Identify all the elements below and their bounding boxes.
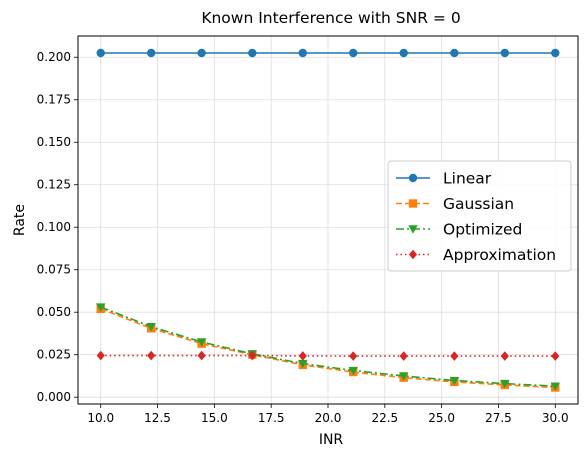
x-tick-label: 15.0 — [201, 411, 228, 425]
data-point-approximation — [96, 350, 105, 361]
data-point-optimized — [398, 372, 409, 381]
legend-label: Gaussian — [443, 195, 514, 213]
legend: Linear Gaussian Optimized Approximation — [387, 160, 572, 272]
data-point-linear — [551, 48, 560, 58]
x-tick-label: 12.5 — [144, 411, 171, 425]
legend-box — [387, 160, 572, 272]
y-tick-label: 0.175 — [37, 93, 71, 107]
data-point-approximation — [248, 350, 257, 361]
legend-item-approximation: Approximation — [396, 246, 556, 264]
data-point-approximation — [399, 351, 408, 361]
x-tick-label: 20.0 — [315, 411, 342, 425]
data-point-linear — [399, 48, 408, 58]
data-point-approximation — [551, 351, 560, 361]
x-tick-label: 17.5 — [258, 411, 285, 425]
data-point-linear — [298, 48, 307, 58]
legend-marker — [408, 199, 418, 208]
data-point-approximation — [298, 351, 307, 361]
legend-label: Linear — [443, 170, 492, 188]
legend-marker — [408, 173, 418, 183]
x-axis: 10.0 12.5 15.0 17.5 20.0 22.5 25.0 27.5 30.0 — [87, 404, 569, 425]
data-point-linear — [146, 48, 156, 58]
data-point-linear — [96, 48, 105, 58]
x-tick-label: 30.0 — [542, 411, 569, 425]
legend-marker — [408, 225, 418, 234]
y-tick-label: 0.125 — [37, 178, 71, 192]
data-point-optimized — [298, 359, 308, 369]
y-tick-label: 0.200 — [37, 50, 71, 64]
y-axis: 0.000 0.025 0.050 0.075 0.100 0.125 0.150 0.175… — [37, 50, 78, 404]
y-tick-label: 0.100 — [37, 220, 71, 234]
data-point-linear — [197, 48, 206, 58]
legend-item-gaussian: Gaussian — [396, 195, 514, 213]
data-point-linear — [450, 48, 459, 58]
data-point-optimized — [96, 303, 106, 312]
data-point-linear — [349, 48, 358, 58]
data-point-optimized — [196, 338, 207, 347]
series-line-optimized — [100, 306, 556, 387]
series-layer — [96, 48, 560, 392]
x-axis-label: INR — [319, 432, 344, 448]
data-point-optimized — [500, 379, 510, 389]
data-point-linear — [500, 48, 510, 58]
data-point-approximation — [500, 351, 509, 361]
chart-title: Known Interference with SNR = 0 — [201, 9, 460, 27]
x-tick-label: 10.0 — [87, 411, 114, 425]
data-point-optimized — [550, 382, 560, 391]
series-line-gaussian — [100, 308, 556, 389]
data-point-approximation — [349, 351, 358, 361]
x-tick-label: 22.5 — [371, 411, 398, 425]
data-point-optimized — [348, 366, 358, 376]
data-point-optimized — [146, 322, 156, 332]
x-tick-label: 25.0 — [428, 411, 455, 425]
data-point-approximation — [450, 351, 459, 361]
series-line-approximation — [100, 354, 556, 357]
y-tick-label: 0.150 — [37, 135, 71, 149]
legend-item-linear: Linear — [396, 170, 492, 188]
data-point-optimized — [449, 376, 460, 386]
y-tick-label: 0.025 — [37, 348, 71, 362]
x-tick-label: 27.5 — [485, 411, 512, 425]
y-tick-label: 0.050 — [37, 305, 71, 319]
legend-label: Approximation — [443, 246, 556, 264]
data-point-approximation — [147, 350, 156, 361]
y-axis-label: Rate — [12, 204, 28, 236]
legend-marker — [408, 249, 418, 260]
y-tick-label: 0.075 — [37, 263, 71, 277]
series-linear — [96, 48, 560, 58]
grid — [78, 36, 578, 404]
legend-item-optimized: Optimized — [396, 221, 522, 239]
data-point-approximation — [197, 350, 206, 361]
y-tick-label: 0.000 — [37, 390, 71, 404]
data-point-linear — [248, 48, 257, 58]
series-approximation — [96, 350, 560, 361]
legend-label: Optimized — [443, 221, 522, 239]
